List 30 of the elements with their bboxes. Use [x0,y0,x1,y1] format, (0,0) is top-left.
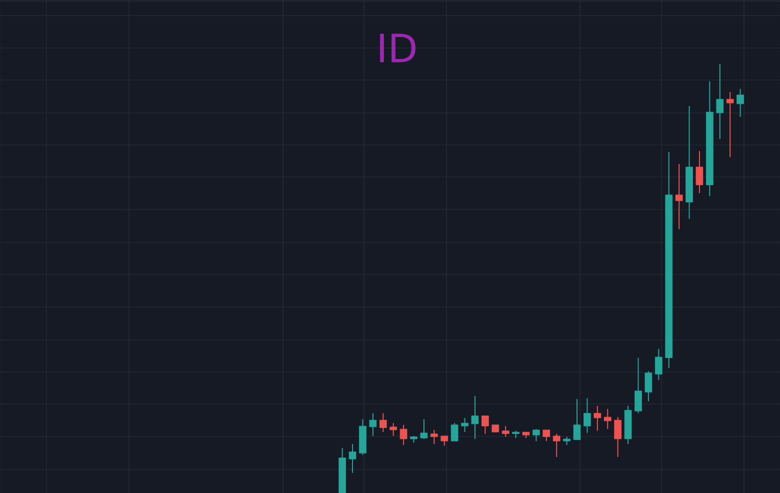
candlestick [736,88,744,118]
candlestick [420,418,428,440]
candlestick [696,150,704,194]
candlestick [348,444,356,474]
candlestick [552,433,560,458]
chart-title: ID [380,34,416,62]
candlestick [369,412,377,436]
candlestick [532,428,540,442]
candlestick [482,415,489,434]
candlestick [716,63,724,140]
candlestick [584,398,591,434]
candlestick [400,424,408,446]
candlestick [634,357,642,414]
candlestick [430,429,438,445]
candlestick [644,370,652,402]
candlestick [379,412,387,433]
candlestick [726,91,734,158]
candlestick [654,348,662,381]
candlestick [450,422,458,442]
candlestick [614,416,622,458]
candlestick [502,426,510,438]
candlestick [604,408,612,430]
candlestick [573,398,581,440]
candlestick [461,417,468,433]
candlestick [440,435,448,446]
candlestick [594,405,602,432]
candlestick [390,422,397,436]
candlestick [471,396,479,440]
candlestick [542,429,550,442]
candlestick [675,163,683,230]
